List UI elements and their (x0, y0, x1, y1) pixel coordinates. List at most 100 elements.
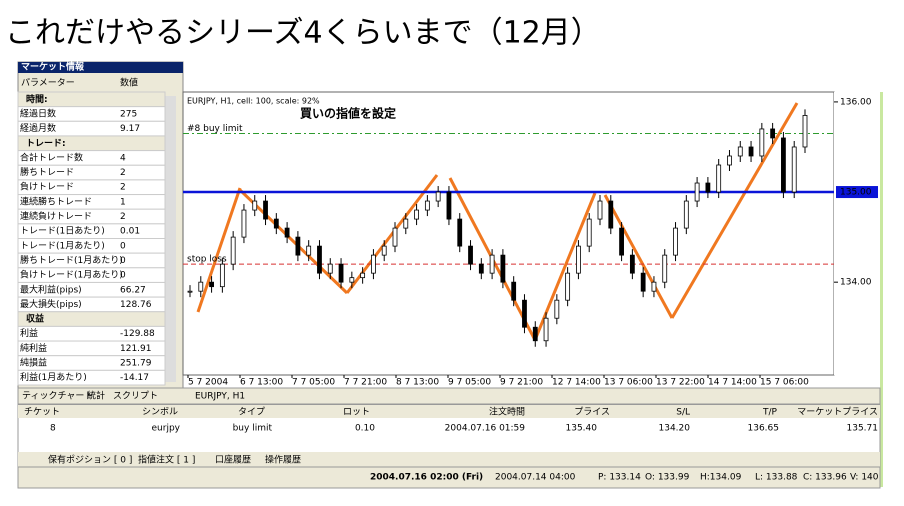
param-value: 9.17 (120, 124, 140, 134)
order-header: チケット (24, 407, 60, 418)
order-cell: 135.71 (847, 424, 879, 434)
panel-tab[interactable]: スクリプト (113, 391, 158, 402)
order-cell: 2004.07.16 01:59 (445, 424, 526, 434)
x-tick-label: 9 7 21:00 (500, 378, 543, 388)
candle (716, 164, 722, 193)
order-header: 注文時間 (489, 406, 525, 418)
candle (737, 146, 743, 157)
param-value: 66.27 (120, 285, 146, 295)
param-name: 合計トレード数 (20, 151, 83, 163)
status-item: C: 133.96 (803, 473, 847, 483)
param-name: トレード(1日あたり) (20, 226, 105, 237)
candle (727, 155, 732, 166)
candle (360, 272, 366, 279)
trend-line (196, 187, 242, 313)
orders-header-bg (18, 405, 880, 418)
order-cell: 0.10 (355, 424, 375, 434)
candle (424, 200, 430, 211)
candle (468, 245, 473, 265)
param-value: 0.01 (120, 227, 140, 237)
order-header: T/P (762, 408, 778, 418)
status-item: 2004.07.14 04:00 (495, 473, 576, 483)
order-header: タイプ (238, 407, 265, 418)
candle (209, 281, 214, 288)
edge (880, 92, 883, 487)
param-name: 勝ちトレード (20, 166, 74, 178)
status-item: L: 133.88 (755, 473, 798, 483)
x-tick-label: 12 7 14:00 (552, 378, 601, 388)
candle (759, 128, 765, 157)
candle (478, 263, 484, 274)
order-cell[interactable]: 8 (50, 424, 56, 434)
candle (435, 191, 441, 202)
param-value: -14.17 (120, 373, 149, 383)
trend-line (603, 194, 674, 319)
candle (295, 236, 301, 256)
chart-tab[interactable]: EURJPY, H1 (195, 392, 245, 402)
param-name: 連続勝ちトレード (20, 195, 92, 207)
y-tick-label: 134.00 (840, 278, 872, 288)
x-tick-label: 15 7 06:00 (760, 378, 809, 388)
order-cell: eurjpy (152, 424, 181, 434)
current-price-box (836, 186, 878, 199)
candle (198, 281, 204, 292)
status-item: P: 133.14 (598, 473, 641, 483)
panel-tab[interactable]: ティックチャート (22, 391, 93, 402)
candle (381, 245, 387, 256)
candle (241, 209, 247, 238)
param-name: 最大利益(pips) (20, 283, 82, 295)
candle (500, 254, 506, 283)
candle (273, 218, 279, 229)
param-name: 利益(1月あたり) (20, 371, 87, 383)
param-value: 4 (120, 153, 126, 163)
candle (694, 182, 700, 202)
candle (414, 209, 419, 220)
param-name: 負けトレード (20, 181, 74, 193)
candle (338, 263, 344, 283)
candle (306, 245, 312, 256)
candle (781, 137, 786, 193)
orders-tab[interactable]: 指値注文 [ 1 ] (138, 454, 195, 466)
orders-tab[interactable]: 口座履歴 (215, 454, 251, 466)
status-item: H:134.09 (700, 473, 742, 483)
param-name: 純利益 (20, 342, 47, 354)
param-name: 純損益 (20, 357, 47, 369)
candle (522, 299, 527, 328)
candle (586, 218, 592, 247)
candle (392, 227, 398, 247)
orders-tab[interactable]: 操作履歴 (265, 454, 301, 466)
candle (705, 182, 711, 193)
panel-titlebar (18, 62, 183, 73)
scrollbar[interactable] (165, 96, 176, 382)
order-header: S/L (676, 408, 690, 418)
param-value: 0 (120, 241, 126, 251)
order-header: プライス (574, 407, 610, 418)
order-cell: 135.40 (566, 424, 598, 434)
chart-header: EURJPY, H1, cell: 100, scale: 92% (187, 97, 320, 106)
param-value: 275 (120, 109, 137, 119)
candle (651, 281, 657, 292)
candle (327, 263, 333, 274)
param-value: 251.79 (120, 359, 152, 369)
param-name: 経過日数 (20, 107, 56, 119)
section-label: 時間: (26, 93, 48, 105)
candle (543, 317, 549, 342)
orders-tab[interactable]: 保有ポジション [ 0 ] (48, 454, 132, 466)
candle (565, 272, 571, 301)
page-title: これだけやるシリーズ4くらいまで（12月） (5, 16, 601, 51)
candle (770, 128, 776, 139)
orders-tab-bg (18, 452, 880, 467)
x-tick-label: 13 7 22:00 (656, 378, 705, 388)
price-axis (834, 92, 880, 375)
x-tick-label: 5 7 2004 (188, 378, 228, 388)
status-item: 2004.07.16 02:00 (Fri) (370, 473, 483, 483)
tab-row (17, 387, 881, 405)
candle (576, 245, 581, 274)
candle (252, 200, 258, 211)
param-name: 利益 (20, 327, 38, 339)
candle (511, 281, 517, 301)
panel-tab[interactable]: 統計 (87, 390, 105, 402)
candle (683, 200, 689, 229)
param-name: 連続負けトレード (20, 210, 92, 222)
